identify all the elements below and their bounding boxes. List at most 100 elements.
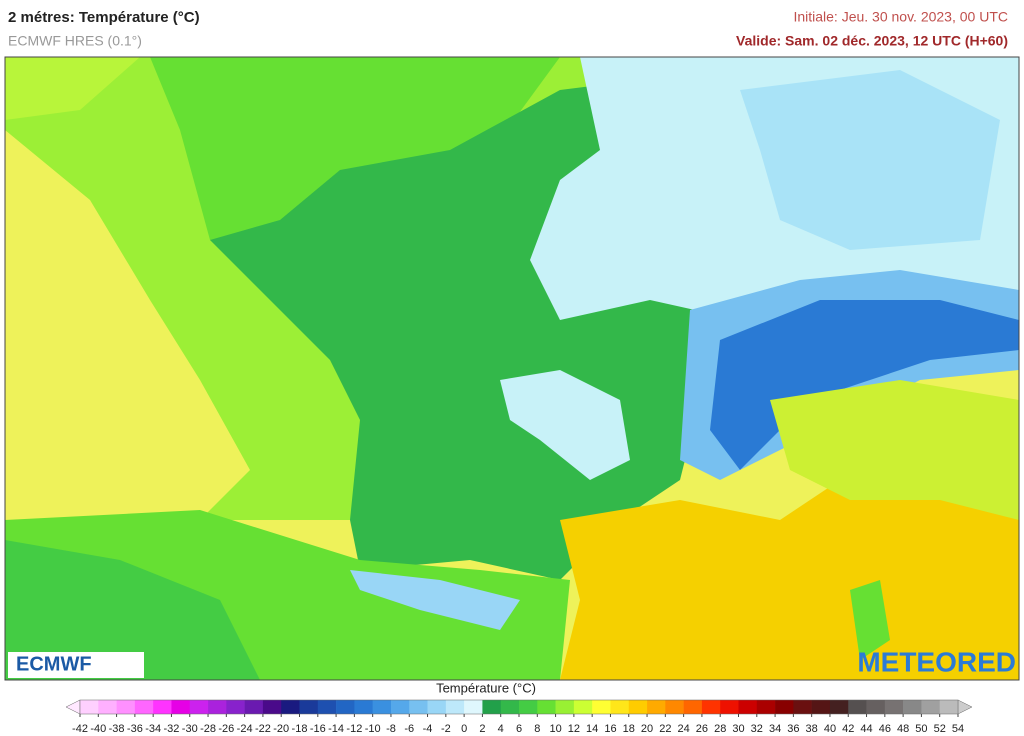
colorbar-tick-label: 46 — [879, 723, 891, 735]
colorbar-swatch — [738, 700, 758, 714]
colorbar-swatch — [756, 700, 776, 714]
colorbar-swatch — [665, 700, 684, 714]
map — [5, 57, 1019, 680]
colorbar-swatch — [427, 700, 447, 714]
colorbar-tick-label: 38 — [806, 723, 818, 735]
colorbar-tick-label: 14 — [586, 723, 598, 735]
colorbar-tick-label: -32 — [164, 723, 180, 735]
colorbar-swatch — [482, 700, 502, 714]
colorbar-tick-label: 6 — [516, 723, 522, 735]
colorbar-tick-label: -38 — [109, 723, 125, 735]
colorbar-swatch — [98, 700, 117, 714]
colorbar-tick-label: -4 — [423, 723, 433, 735]
colorbar-swatch — [628, 700, 648, 714]
colorbar-swatch — [171, 700, 191, 714]
colorbar-tick-label: -16 — [310, 723, 326, 735]
colorbar-swatch — [262, 700, 282, 714]
colorbar-tick-label: -34 — [145, 723, 161, 735]
colorbar-swatch — [445, 700, 465, 714]
colorbar-swatch — [354, 700, 373, 714]
colorbar-swatch — [226, 700, 245, 714]
colorbar-tick-label: 24 — [678, 723, 690, 735]
colorbar-tick-label: 34 — [769, 723, 781, 735]
colorbar-tick-label: 2 — [479, 723, 485, 735]
initial-time: Initiale: Jeu. 30 nov. 2023, 00 UTC — [793, 9, 1008, 25]
colorbar-swatch — [701, 700, 721, 714]
colorbar-tick-label: 44 — [860, 723, 872, 735]
subtitle: ECMWF HRES (0.1°) — [8, 33, 142, 49]
colorbar-swatch — [409, 700, 428, 714]
colorbar-tick-label: -2 — [441, 723, 451, 735]
colorbar-swatch — [592, 700, 611, 714]
colorbar-tick-label: -24 — [237, 723, 253, 735]
colorbar-tick-label: -20 — [273, 723, 289, 735]
colorbar-tick-label: 48 — [897, 723, 909, 735]
colorbar-tick-label: 4 — [498, 723, 504, 735]
colorbar-tick-label: -36 — [127, 723, 143, 735]
colorbar-swatch — [80, 700, 99, 714]
colorbar-swatch — [372, 700, 392, 714]
colorbar-swatch — [464, 700, 483, 714]
title: 2 métres: Température (°C) — [8, 9, 200, 26]
colorbar-tick-label: 22 — [659, 723, 671, 735]
colorbar-swatch — [555, 700, 575, 714]
colorbar-under — [65, 699, 81, 715]
colorbar-swatch — [336, 700, 355, 714]
colorbar-swatch — [939, 700, 959, 714]
colorbar-swatch — [537, 700, 556, 714]
colorbar-tick-label: 20 — [641, 723, 653, 735]
colorbar-swatch — [153, 700, 172, 714]
logo-box — [8, 652, 144, 678]
colorbar-over — [957, 699, 973, 715]
colorbar-swatch — [720, 700, 739, 714]
colorbar-swatch — [866, 700, 886, 714]
colorbar-tick-label: -12 — [346, 723, 362, 735]
colorbar-tick-label: 52 — [934, 723, 946, 735]
colorbar-swatch — [647, 700, 666, 714]
colorbar-swatch — [208, 700, 227, 714]
colorbar-tick-label: -42 — [72, 723, 88, 735]
colorbar-tick-label: -22 — [255, 723, 271, 735]
colorbar-swatch — [299, 700, 319, 714]
meteored-logo: METEORED — [857, 646, 1016, 677]
colorbar-tick-label: 50 — [915, 723, 927, 735]
colorbar-swatch — [683, 700, 703, 714]
colorbar-swatch — [775, 700, 794, 714]
colorbar-swatch — [848, 700, 867, 714]
colorbar-tick-label: -10 — [365, 723, 381, 735]
colorbar-tick-label: -28 — [200, 723, 216, 735]
colorbar-tick-label: -14 — [328, 723, 344, 735]
colorbar-swatch — [500, 700, 520, 714]
colorbar-swatch — [793, 700, 812, 714]
colorbar-tick-label: 32 — [751, 723, 763, 735]
colorbar-swatch — [921, 700, 941, 714]
colorbar-swatch — [519, 700, 538, 714]
colorbar-swatch — [884, 700, 904, 714]
colorbar-swatch — [610, 700, 630, 714]
colorbar-tick-label: -8 — [386, 723, 396, 735]
map-frame — [4, 56, 1020, 681]
colorbar-swatch — [281, 700, 300, 714]
valid-time: Valide: Sam. 02 déc. 2023, 12 UTC (H+60) — [736, 33, 1008, 49]
colorbar-tick-label: 28 — [714, 723, 726, 735]
colorbar-tick-label: 36 — [787, 723, 799, 735]
colorbar-swatch — [134, 700, 154, 714]
colorbar-tick-label: -6 — [404, 723, 414, 735]
colorbar-tick-label: 26 — [696, 723, 708, 735]
colorbar-tick-label: 0 — [461, 723, 467, 735]
colorbar-swatch — [244, 700, 264, 714]
colorbar-swatch — [829, 700, 849, 714]
colorbar-swatch — [573, 700, 593, 714]
colorbar-tick-label: 54 — [952, 723, 964, 735]
colorbar-swatch — [317, 700, 337, 714]
colorbar-tick-label: 12 — [568, 723, 580, 735]
colorbar-tick-label: 10 — [549, 723, 561, 735]
colorbar-tick-label: -40 — [90, 723, 106, 735]
colorbar-tick-label: 42 — [842, 723, 854, 735]
colorbar-tick-label: 8 — [534, 723, 540, 735]
colorbar-swatch — [116, 700, 136, 714]
colorbar-swatch — [903, 700, 922, 714]
colorbar: -42 -40 -38 -36 -34 -32 -30 -28 -26 -24 -22 -20 -18-… — [65, 699, 973, 735]
colorbar-tick-label: 40 — [824, 723, 836, 735]
